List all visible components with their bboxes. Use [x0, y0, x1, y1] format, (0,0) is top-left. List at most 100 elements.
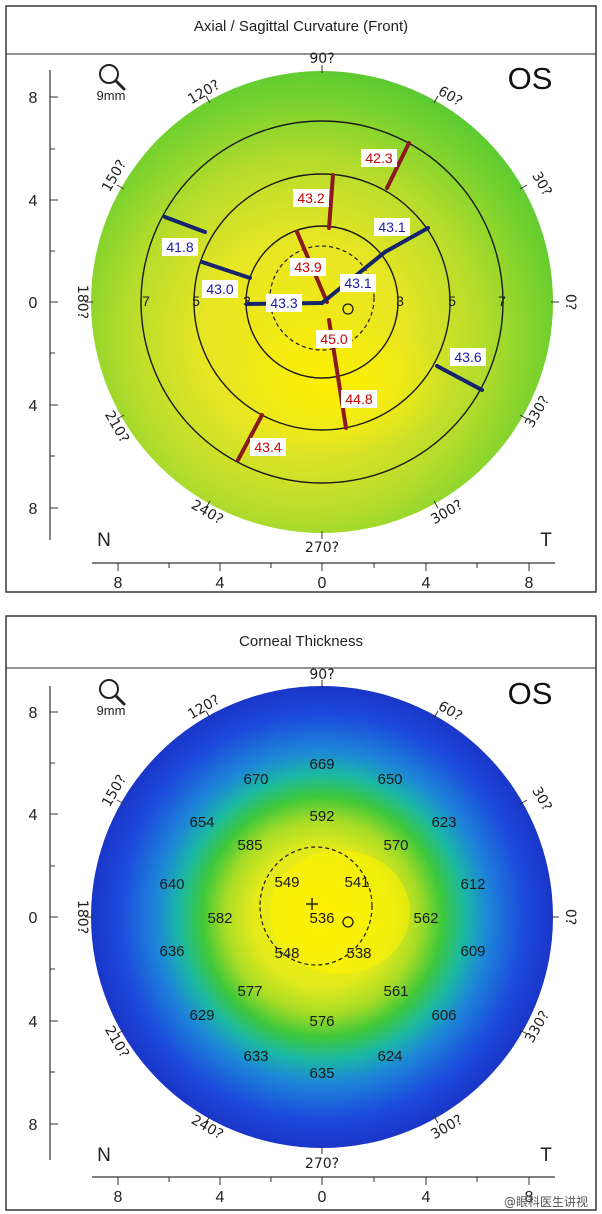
thickness-value: 669 — [309, 756, 334, 773]
magnifier-icon[interactable] — [99, 64, 126, 91]
k-value-flat: 41.8 — [166, 239, 193, 255]
angle-label-180: 180? — [74, 285, 90, 319]
thickness-value: 585 — [237, 837, 262, 854]
ring-5mm — [193, 173, 451, 431]
thickness-value: 654 — [189, 814, 214, 831]
zoom-label: 9mm — [97, 88, 126, 103]
x-tick-label: 0 — [318, 1189, 327, 1206]
watermark: @眼科医生讲视 — [504, 1193, 588, 1210]
x-tick-label: 8 — [114, 1189, 123, 1206]
x-tick-label: 8 — [525, 575, 534, 592]
value-box — [293, 189, 329, 207]
value-box — [202, 280, 238, 298]
y-tick-label: 8 — [29, 90, 38, 107]
y-tick-label: 8 — [29, 705, 38, 722]
x-tick-label: 4 — [216, 575, 225, 592]
y-tick-label: 8 — [29, 501, 38, 518]
angle-label-30: 30? — [528, 784, 554, 814]
value-box — [162, 238, 198, 256]
x-tick-label: 4 — [422, 1189, 431, 1206]
thickness-value: 536 — [309, 910, 334, 927]
k-value-steep: 42.3 — [365, 150, 392, 166]
thickness-value: 633 — [243, 1048, 268, 1065]
thickness-value: 576 — [309, 1013, 334, 1030]
thickness-value: 562 — [413, 910, 438, 927]
angle-label-180: 180? — [74, 900, 90, 934]
ring-label: 7 — [498, 293, 506, 309]
ring-label: 7 — [142, 293, 150, 309]
magnifier-icon[interactable] — [99, 679, 126, 706]
x-axis-ticks — [117, 563, 530, 571]
thickness-value: 629 — [189, 1007, 214, 1024]
x-tick-label: 4 — [422, 575, 431, 592]
y-tick-label: 4 — [29, 1014, 38, 1031]
k-value-steep: 43.4 — [254, 439, 281, 455]
angle-label-270: 270? — [305, 540, 339, 556]
value-box — [361, 149, 397, 167]
x-tick-label: 8 — [114, 575, 123, 592]
thickness-value: 582 — [207, 910, 232, 927]
k-value-flat: 43.0 — [206, 281, 233, 297]
pupil-center-marker — [306, 898, 318, 910]
ring-label: 5 — [448, 293, 456, 309]
k-value-steep: 45.0 — [320, 331, 347, 347]
k-value-flat: 43.1 — [378, 219, 405, 235]
thickness-value: 636 — [159, 943, 184, 960]
vertex-marker — [342, 303, 354, 315]
thickness-value: 577 — [237, 983, 262, 1000]
x-tick-label: 0 — [318, 575, 327, 592]
steep-meridian-bars — [236, 141, 411, 462]
thickness-value: 609 — [460, 943, 485, 960]
thickness-value: 549 — [274, 874, 299, 891]
thickness-panel: Corneal Thickness 8 4 0 4 8 8 4 0 4 8 90… — [0, 612, 602, 1214]
k-value-flat: 43.6 — [454, 349, 481, 365]
x-tick-label: 4 — [216, 1189, 225, 1206]
curvature-panel: Axial / Sagittal Curvature (Front) 8 4 0… — [0, 0, 602, 598]
eye-label: OS — [508, 676, 553, 711]
y-tick-label: 4 — [29, 807, 38, 824]
thickness-value: 561 — [383, 983, 408, 1000]
angle-ticks — [85, 65, 559, 539]
angle-label-30: 30? — [528, 169, 554, 199]
value-box — [250, 438, 286, 456]
ring-label: 3 — [243, 293, 251, 309]
zoom-label: 9mm — [97, 703, 126, 718]
temporal-label: T — [540, 530, 552, 551]
map-title: Axial / Sagittal Curvature (Front) — [194, 18, 408, 35]
k-value-steep: 43.9 — [294, 259, 321, 275]
angle-ticks — [85, 680, 559, 1154]
k-value-flat: 43.1 — [344, 275, 371, 291]
ring-label: 3 — [396, 293, 404, 309]
thickness-map-svg: Corneal Thickness 8 4 0 4 8 8 4 0 4 8 90… — [5, 615, 597, 1211]
angle-label-90: 90? — [309, 51, 334, 67]
vertex-marker — [342, 916, 354, 928]
panel-frame — [5, 5, 597, 593]
thickness-value: 606 — [431, 1007, 456, 1024]
panel-frame — [5, 615, 597, 1211]
ring-3mm — [245, 225, 399, 379]
value-box — [340, 274, 376, 292]
thickness-value: 612 — [460, 876, 485, 893]
angle-label-0: 0? — [562, 909, 578, 925]
k-value-flat: 43.3 — [270, 295, 297, 311]
thickness-value: 592 — [309, 808, 334, 825]
value-box — [450, 348, 486, 366]
eye-label: OS — [508, 61, 553, 96]
thickness-value: 623 — [431, 814, 456, 831]
temporal-label: T — [540, 1145, 552, 1166]
nasal-label: N — [97, 530, 111, 551]
k-value-steep: 44.8 — [345, 391, 372, 407]
y-axis-ticks — [50, 96, 58, 509]
k-value-steep: 43.2 — [297, 190, 324, 206]
y-tick-label: 4 — [29, 398, 38, 415]
thickness-value: 624 — [377, 1048, 402, 1065]
thickness-value: 548 — [274, 945, 299, 962]
y-tick-label: 0 — [29, 910, 38, 927]
value-box — [316, 330, 352, 348]
y-tick-label: 8 — [29, 1117, 38, 1134]
thickness-value: 650 — [377, 771, 402, 788]
thickness-value: 570 — [383, 837, 408, 854]
angle-label-270: 270? — [305, 1156, 339, 1172]
thickness-value: 670 — [243, 771, 268, 788]
y-tick-label: 0 — [29, 295, 38, 312]
